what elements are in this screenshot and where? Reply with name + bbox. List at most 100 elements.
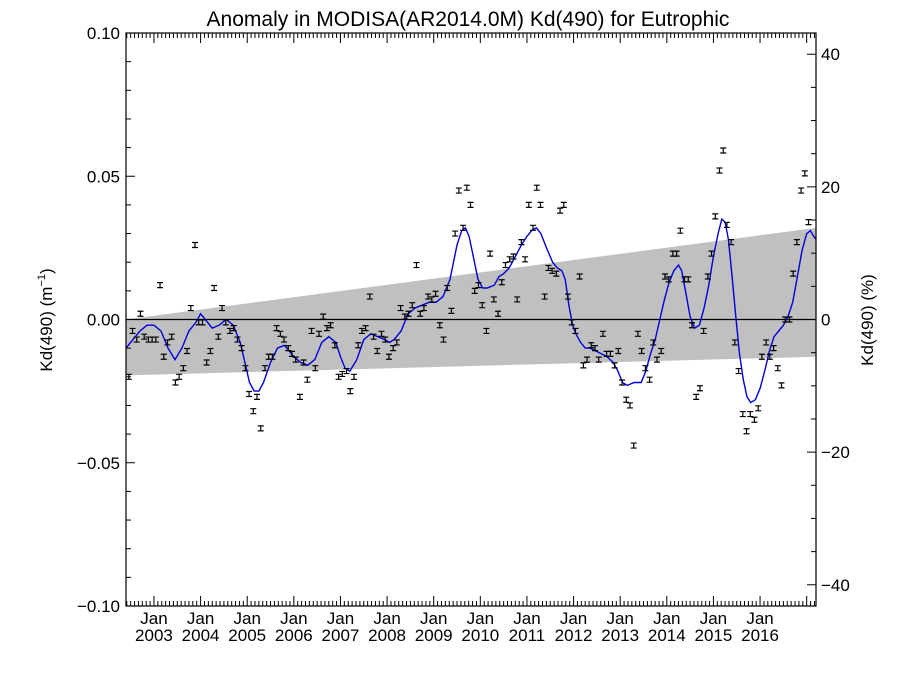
- data-point: [755, 405, 762, 412]
- data-point: [704, 273, 711, 280]
- data-point: [479, 302, 486, 309]
- data-point: [798, 187, 805, 194]
- data-point: [308, 327, 315, 335]
- data-point: [483, 327, 490, 335]
- y-tick-label-right: 40: [821, 45, 840, 64]
- data-point: [642, 365, 649, 372]
- data-point: [226, 327, 233, 335]
- data-point: [576, 273, 583, 280]
- data-point: [180, 365, 187, 372]
- data-point: [420, 304, 427, 312]
- data-point: [390, 345, 397, 352]
- data-point: [129, 327, 136, 335]
- x-tick-label-year: 2015: [695, 626, 733, 645]
- data-point: [793, 239, 800, 246]
- data-point: [184, 347, 191, 355]
- data-point: [460, 224, 467, 231]
- data-point: [215, 333, 222, 340]
- data-point: [623, 396, 630, 403]
- data-point: [495, 310, 502, 317]
- data-point: [557, 207, 564, 214]
- data-point: [541, 293, 548, 300]
- data-point: [696, 385, 703, 392]
- x-tick-label-year: 2016: [741, 626, 779, 645]
- data-point: [735, 367, 742, 375]
- y-tick-label-left: −0.05: [77, 454, 120, 473]
- x-tick-label-year: 2004: [182, 626, 220, 645]
- data-point: [731, 339, 738, 346]
- y-axis-label-right: Kd(490) (%): [858, 274, 877, 366]
- data-point: [269, 353, 276, 360]
- y-tick-label-right: 20: [821, 178, 840, 197]
- data-point: [685, 276, 692, 283]
- data-point: [580, 362, 587, 369]
- trend-band: [126, 227, 816, 376]
- data-point: [242, 365, 249, 372]
- data-point: [716, 167, 723, 174]
- x-tick-label-year: 2003: [135, 626, 173, 645]
- data-point: [355, 342, 362, 349]
- data-point: [409, 302, 416, 309]
- x-tick-label-month: Jan: [560, 609, 587, 628]
- y-tick-label-left: 0.10: [87, 24, 120, 43]
- data-point: [549, 267, 556, 274]
- data-point: [300, 359, 307, 366]
- data-point: [700, 327, 707, 335]
- data-point: [592, 345, 599, 352]
- data-point: [743, 428, 750, 435]
- data-point: [347, 388, 354, 395]
- axes: 0.100.050.00−0.05−0.1040200−20−40Jan2003…: [77, 24, 850, 645]
- x-tick-label-year: 2005: [228, 626, 266, 645]
- data-point: [444, 284, 451, 292]
- data-point: [778, 382, 785, 389]
- data-point: [471, 287, 478, 294]
- data-point: [428, 296, 435, 303]
- x-tick-label-month: Jan: [280, 609, 307, 628]
- data-point: [801, 170, 808, 177]
- data-point: [432, 290, 439, 297]
- data-point: [397, 304, 404, 312]
- data-point: [502, 261, 509, 269]
- data-point: [413, 261, 420, 269]
- data-point: [316, 330, 323, 337]
- x-tick-label-year: 2013: [601, 626, 639, 645]
- data-point: [530, 224, 537, 231]
- data-point: [401, 313, 408, 320]
- data-point: [774, 365, 781, 372]
- data-point: [288, 350, 295, 357]
- data-point: [525, 201, 532, 208]
- data-point: [728, 239, 735, 246]
- data-point: [786, 316, 793, 323]
- data-point: [350, 373, 357, 380]
- data-point: [564, 293, 571, 300]
- data-point: [257, 425, 264, 432]
- data-point: [254, 393, 261, 400]
- data-point: [172, 379, 179, 386]
- data-point: [440, 336, 447, 343]
- y-tick-label-right: 0: [821, 311, 830, 330]
- data-point: [331, 342, 338, 349]
- data-point: [281, 336, 288, 343]
- data-point: [599, 330, 606, 337]
- data-point: [763, 339, 770, 346]
- data-point: [157, 282, 164, 289]
- data-point: [595, 356, 602, 363]
- data-point: [463, 184, 470, 191]
- x-tick-label-month: Jan: [140, 609, 167, 628]
- data-point: [230, 324, 237, 332]
- data-point: [339, 370, 346, 378]
- y-tick-label-left: 0.05: [87, 167, 120, 186]
- x-tick-label-year: 2014: [648, 626, 686, 645]
- data-point: [141, 333, 148, 340]
- data-point: [677, 227, 684, 234]
- data-point: [665, 276, 672, 283]
- data-point: [739, 410, 746, 418]
- data-point: [510, 253, 517, 260]
- x-tick-label-month: Jan: [234, 609, 261, 628]
- data-point: [343, 367, 350, 375]
- data-point: [187, 304, 194, 312]
- data-point: [417, 310, 424, 317]
- data-point: [560, 201, 567, 208]
- data-point: [712, 213, 719, 220]
